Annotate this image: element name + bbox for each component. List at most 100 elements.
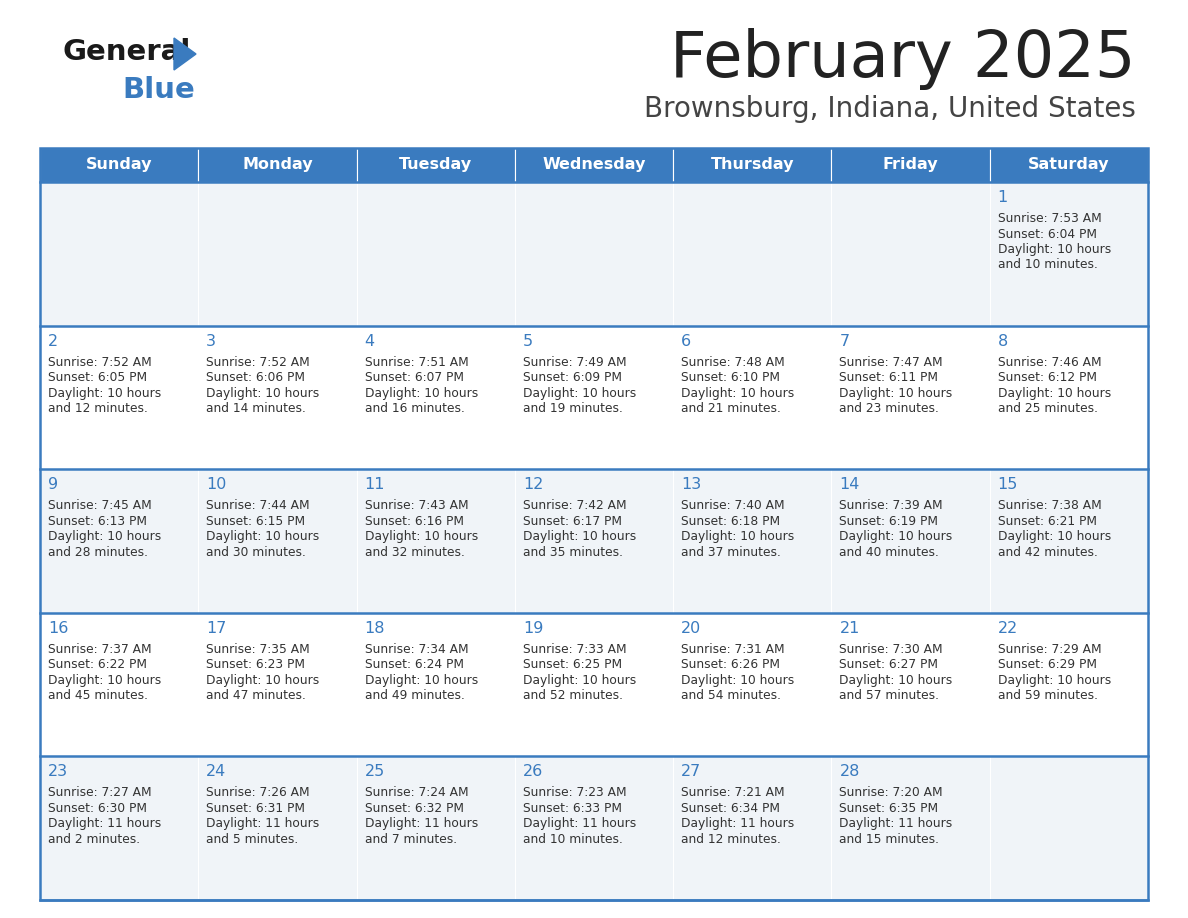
Text: and 7 minutes.: and 7 minutes. [365, 833, 456, 845]
Text: and 57 minutes.: and 57 minutes. [840, 689, 940, 702]
Text: 2: 2 [48, 333, 58, 349]
Text: Sunset: 6:24 PM: Sunset: 6:24 PM [365, 658, 463, 671]
Text: Sunrise: 7:45 AM: Sunrise: 7:45 AM [48, 499, 152, 512]
Bar [990, 326, 1148, 469]
Text: and 5 minutes.: and 5 minutes. [207, 833, 298, 845]
Text: Daylight: 10 hours: Daylight: 10 hours [681, 531, 795, 543]
Text: 15: 15 [998, 477, 1018, 492]
Bar [832, 469, 990, 613]
Text: 14: 14 [840, 477, 860, 492]
Text: Daylight: 11 hours: Daylight: 11 hours [365, 817, 478, 831]
Text: Sunset: 6:34 PM: Sunset: 6:34 PM [681, 802, 781, 815]
Text: Daylight: 11 hours: Daylight: 11 hours [523, 817, 636, 831]
Text: 12: 12 [523, 477, 543, 492]
Text: Sunset: 6:29 PM: Sunset: 6:29 PM [998, 658, 1097, 671]
Bar [356, 469, 514, 613]
Text: Sunrise: 7:39 AM: Sunrise: 7:39 AM [840, 499, 943, 512]
Text: and 12 minutes.: and 12 minutes. [681, 833, 781, 845]
Text: 24: 24 [207, 765, 227, 779]
Text: and 40 minutes.: and 40 minutes. [840, 545, 940, 559]
Text: Daylight: 10 hours: Daylight: 10 hours [523, 531, 636, 543]
Bar [832, 148, 990, 182]
Text: Sunrise: 7:42 AM: Sunrise: 7:42 AM [523, 499, 626, 512]
Text: Sunrise: 7:52 AM: Sunrise: 7:52 AM [207, 355, 310, 369]
Text: Sunset: 6:17 PM: Sunset: 6:17 PM [523, 515, 621, 528]
Text: Thursday: Thursday [710, 158, 794, 173]
Text: Friday: Friday [883, 158, 939, 173]
Bar [198, 148, 356, 182]
Text: and 37 minutes.: and 37 minutes. [681, 545, 781, 559]
Bar [674, 756, 832, 900]
Bar [514, 469, 674, 613]
Bar [990, 613, 1148, 756]
Text: Sunday: Sunday [86, 158, 152, 173]
Text: Daylight: 10 hours: Daylight: 10 hours [207, 531, 320, 543]
Bar [198, 469, 356, 613]
Text: and 10 minutes.: and 10 minutes. [998, 259, 1098, 272]
Bar [356, 613, 514, 756]
Bar [990, 756, 1148, 900]
Bar [40, 469, 198, 613]
Text: Daylight: 11 hours: Daylight: 11 hours [840, 817, 953, 831]
Bar [674, 613, 832, 756]
Text: 20: 20 [681, 621, 701, 636]
Text: Daylight: 10 hours: Daylight: 10 hours [365, 386, 478, 399]
Text: 26: 26 [523, 765, 543, 779]
Text: Sunset: 6:12 PM: Sunset: 6:12 PM [998, 371, 1097, 384]
Bar [990, 148, 1148, 182]
Text: Sunrise: 7:23 AM: Sunrise: 7:23 AM [523, 787, 626, 800]
Text: 13: 13 [681, 477, 701, 492]
Text: Sunset: 6:15 PM: Sunset: 6:15 PM [207, 515, 305, 528]
Text: and 47 minutes.: and 47 minutes. [207, 689, 307, 702]
Bar [990, 182, 1148, 326]
Text: 16: 16 [48, 621, 69, 636]
Text: 27: 27 [681, 765, 701, 779]
Text: Sunset: 6:27 PM: Sunset: 6:27 PM [840, 658, 939, 671]
Bar [674, 469, 832, 613]
Text: and 21 minutes.: and 21 minutes. [681, 402, 781, 415]
Text: 9: 9 [48, 477, 58, 492]
Bar [40, 613, 198, 756]
Text: Sunrise: 7:24 AM: Sunrise: 7:24 AM [365, 787, 468, 800]
Text: and 32 minutes.: and 32 minutes. [365, 545, 465, 559]
Text: February 2025: February 2025 [670, 28, 1136, 90]
Text: Daylight: 10 hours: Daylight: 10 hours [681, 674, 795, 687]
Bar [198, 182, 356, 326]
Bar [198, 756, 356, 900]
Text: and 23 minutes.: and 23 minutes. [840, 402, 940, 415]
Bar [832, 326, 990, 469]
Text: Sunrise: 7:43 AM: Sunrise: 7:43 AM [365, 499, 468, 512]
Text: 17: 17 [207, 621, 227, 636]
Text: 5: 5 [523, 333, 533, 349]
Text: Daylight: 10 hours: Daylight: 10 hours [681, 386, 795, 399]
Text: 23: 23 [48, 765, 68, 779]
Text: Brownsburg, Indiana, United States: Brownsburg, Indiana, United States [644, 95, 1136, 123]
Text: Daylight: 10 hours: Daylight: 10 hours [840, 674, 953, 687]
Text: Sunset: 6:18 PM: Sunset: 6:18 PM [681, 515, 781, 528]
Text: and 54 minutes.: and 54 minutes. [681, 689, 782, 702]
Text: and 14 minutes.: and 14 minutes. [207, 402, 307, 415]
Text: Sunset: 6:26 PM: Sunset: 6:26 PM [681, 658, 781, 671]
Polygon shape [173, 38, 196, 70]
Text: and 12 minutes.: and 12 minutes. [48, 402, 147, 415]
Text: Daylight: 10 hours: Daylight: 10 hours [48, 674, 162, 687]
Text: Sunset: 6:35 PM: Sunset: 6:35 PM [840, 802, 939, 815]
Bar [674, 148, 832, 182]
Text: Sunrise: 7:34 AM: Sunrise: 7:34 AM [365, 643, 468, 655]
Bar [356, 148, 514, 182]
Text: Tuesday: Tuesday [399, 158, 473, 173]
Text: Sunrise: 7:31 AM: Sunrise: 7:31 AM [681, 643, 785, 655]
Text: Daylight: 10 hours: Daylight: 10 hours [998, 531, 1111, 543]
Text: Sunset: 6:32 PM: Sunset: 6:32 PM [365, 802, 463, 815]
Text: Daylight: 10 hours: Daylight: 10 hours [48, 386, 162, 399]
Text: Sunrise: 7:38 AM: Sunrise: 7:38 AM [998, 499, 1101, 512]
Text: Daylight: 10 hours: Daylight: 10 hours [840, 531, 953, 543]
Text: and 28 minutes.: and 28 minutes. [48, 545, 148, 559]
Text: Sunrise: 7:48 AM: Sunrise: 7:48 AM [681, 355, 785, 369]
Text: Daylight: 10 hours: Daylight: 10 hours [365, 531, 478, 543]
Text: Daylight: 10 hours: Daylight: 10 hours [998, 243, 1111, 256]
Text: Sunrise: 7:47 AM: Sunrise: 7:47 AM [840, 355, 943, 369]
Text: Daylight: 10 hours: Daylight: 10 hours [998, 386, 1111, 399]
Text: 25: 25 [365, 765, 385, 779]
Text: Sunrise: 7:51 AM: Sunrise: 7:51 AM [365, 355, 468, 369]
